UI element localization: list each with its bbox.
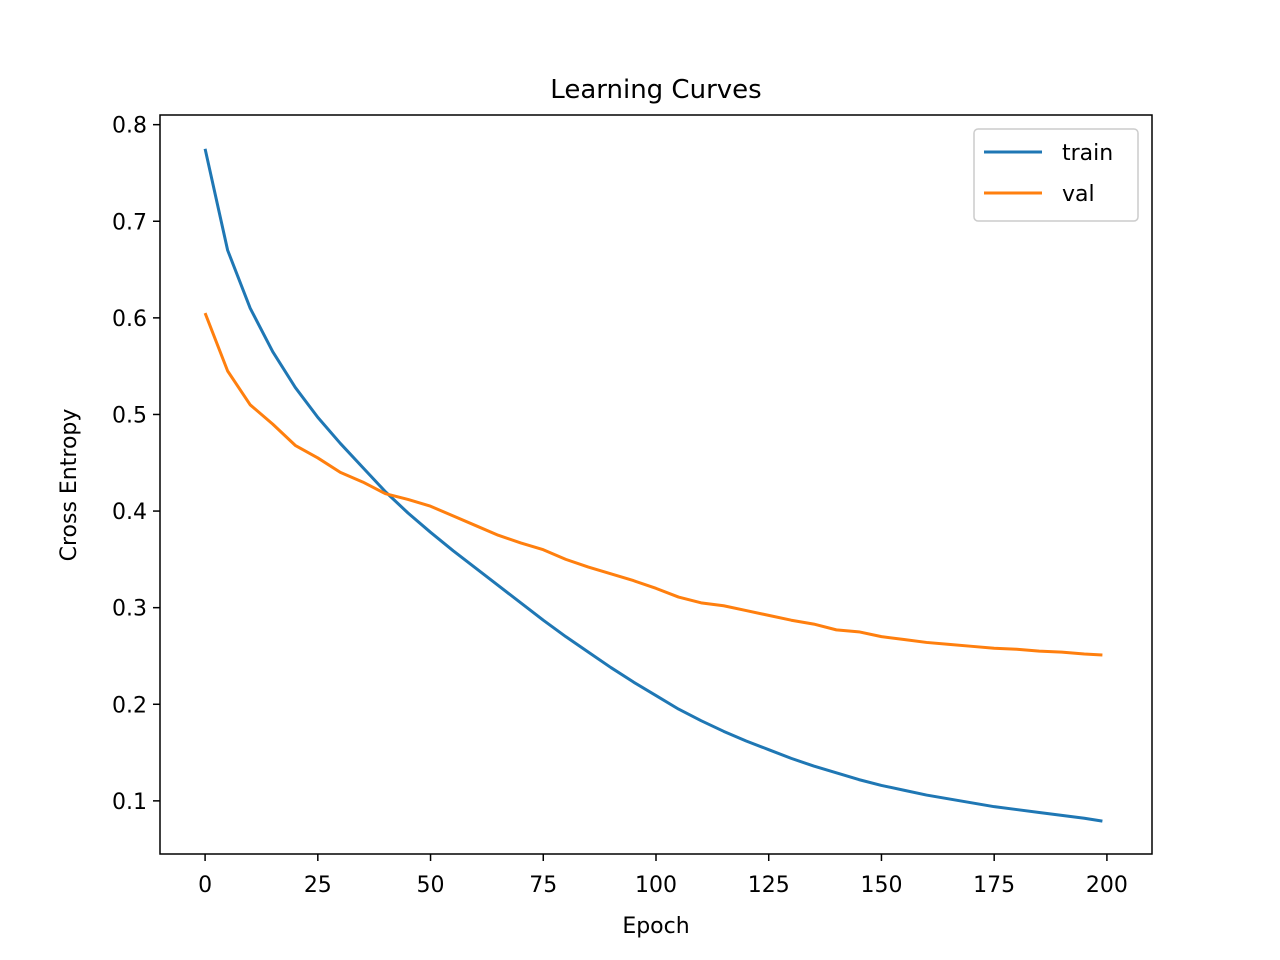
plot-frame [159, 114, 1153, 855]
series-line-train [203, 148, 1103, 823]
x-tick-label: 100 [635, 873, 677, 898]
legend: train val [973, 128, 1139, 222]
x-tick-label: 150 [860, 873, 902, 898]
x-tick-label: 175 [973, 873, 1015, 898]
x-tick-label: 0 [198, 873, 212, 898]
series-line-val [203, 312, 1103, 657]
plot-area [203, 148, 1103, 823]
x-tick-label: 50 [417, 873, 445, 898]
y-tick-label: 0.6 [112, 307, 147, 332]
axis-ticks: 0 25 50 75 100 125 150 175 200 0.1 0.2 0.3 0.4 0.5 0.6… [112, 114, 1128, 898]
x-axis-label: Epoch [622, 914, 689, 939]
chart-title: Learning Curves [550, 75, 761, 105]
y-tick-label: 0.7 [112, 210, 147, 235]
y-tick-label: 0.4 [112, 500, 147, 525]
legend-label-train: train [1062, 141, 1113, 166]
x-tick-label: 125 [748, 873, 790, 898]
legend-label-val: val [1062, 182, 1095, 207]
x-tick-label: 25 [304, 873, 332, 898]
y-tick-label: 0.2 [112, 693, 147, 718]
y-tick-label: 0.5 [112, 403, 147, 428]
x-tick-label: 200 [1086, 873, 1128, 898]
y-tick-label: 0.8 [112, 114, 147, 139]
y-tick-label: 0.1 [112, 790, 147, 815]
y-tick-label: 0.3 [112, 597, 147, 622]
x-tick-label: 75 [529, 873, 557, 898]
y-axis-label: Cross Entropy [57, 409, 82, 562]
legend-box [973, 128, 1139, 222]
